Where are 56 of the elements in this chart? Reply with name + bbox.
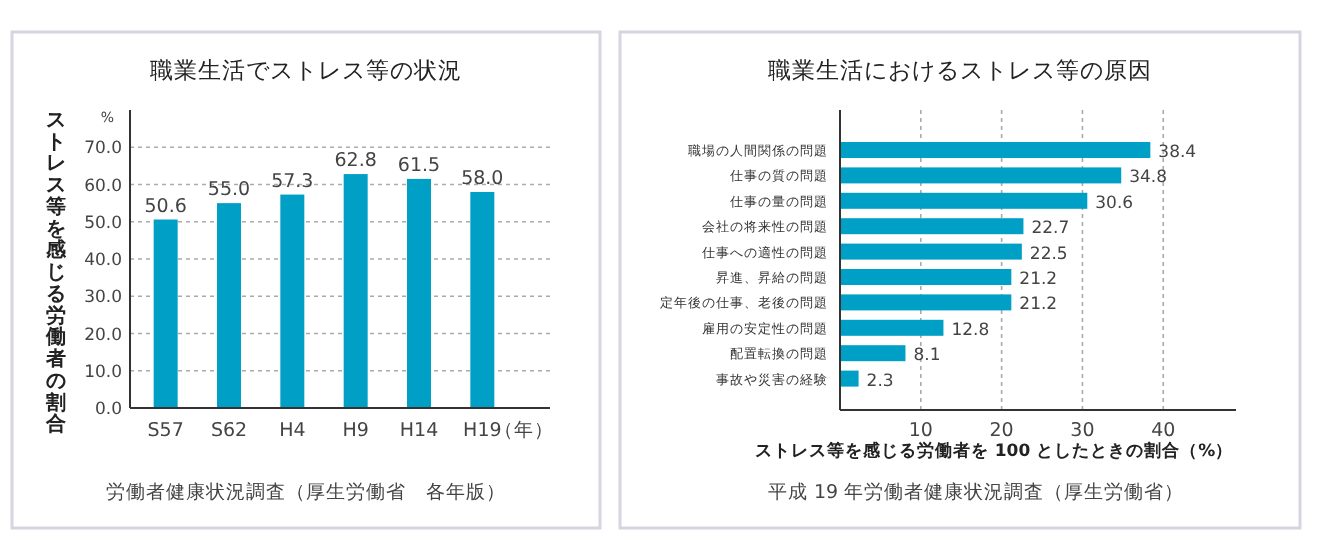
y-tick-label: 50.0 (84, 213, 122, 234)
text: 労働者健康状況調査（厚生労働省 各年版） (106, 480, 506, 504)
x-tick-label: 40 (1151, 420, 1176, 442)
x-axis-title: ストレス等を感じる労働者を 100 としたときの割合（%） (754, 440, 1234, 462)
bar (840, 142, 1151, 158)
bar (280, 194, 305, 408)
data-label: 57.3 (271, 170, 314, 193)
data-label: 2.3 (866, 371, 894, 392)
data-label: 34.8 (1129, 168, 1168, 189)
data-label: 21.2 (1019, 270, 1058, 290)
y-tick-label: 30.0 (84, 288, 122, 309)
y-tick-label: 10.0 (84, 362, 122, 383)
bar (840, 370, 859, 387)
bar (840, 294, 1012, 311)
data-label: 38.4 (1158, 143, 1197, 163)
data-label: 58.0 (461, 167, 504, 190)
data-label: 50.6 (144, 195, 187, 218)
bar (840, 218, 1024, 235)
bar (840, 167, 1122, 184)
bar (840, 319, 944, 336)
x-tick-label: S62 (210, 420, 248, 442)
bar (217, 203, 241, 408)
data-label: 12.8 (951, 320, 990, 341)
x-tick-label: 30 (1070, 420, 1095, 442)
bar (840, 192, 1088, 209)
data-label: 61.5 (397, 154, 441, 177)
data-label: 22.7 (1031, 219, 1070, 240)
x-tick-label: H4 (279, 420, 306, 442)
data-label: 55.0 (207, 179, 251, 202)
bar (343, 174, 368, 408)
x-tick-label: 20 (989, 420, 1014, 442)
data-label: 21.2 (1019, 295, 1058, 316)
text: ストレス等を感じる労働者の割合 (46, 110, 66, 437)
data-label: 8.1 (913, 346, 941, 367)
y-tick-label: 40.0 (84, 251, 122, 271)
bar (407, 178, 431, 408)
bar (470, 191, 495, 408)
x-tick-label: H19 (463, 420, 502, 442)
bar (153, 219, 178, 408)
y-tick-label: 20.0 (84, 325, 122, 346)
bar (840, 269, 1012, 285)
x-tick-label: H14 (399, 420, 439, 442)
chart-title: 職業生活におけるストレス等の原因 (768, 56, 1152, 84)
text: 平成 19 年労働者健康状況調査（厚生労働省） (767, 480, 1185, 504)
data-label: 22.5 (1029, 244, 1068, 265)
x-tick-label: S57 (147, 420, 184, 442)
chart-title: 職業生活でストレス等の状況 (150, 56, 462, 84)
y-tick-label: 70.0 (84, 139, 122, 160)
x-tick-label: H9 (342, 420, 369, 442)
bar (840, 345, 906, 362)
data-label: 62.8 (334, 150, 377, 173)
x-tick-label: 10 (908, 420, 933, 442)
bar (840, 243, 1022, 260)
y-tick-label: 0.0 (94, 400, 122, 420)
y-tick-label: 60.0 (84, 176, 122, 197)
data-label: 30.6 (1095, 193, 1134, 214)
